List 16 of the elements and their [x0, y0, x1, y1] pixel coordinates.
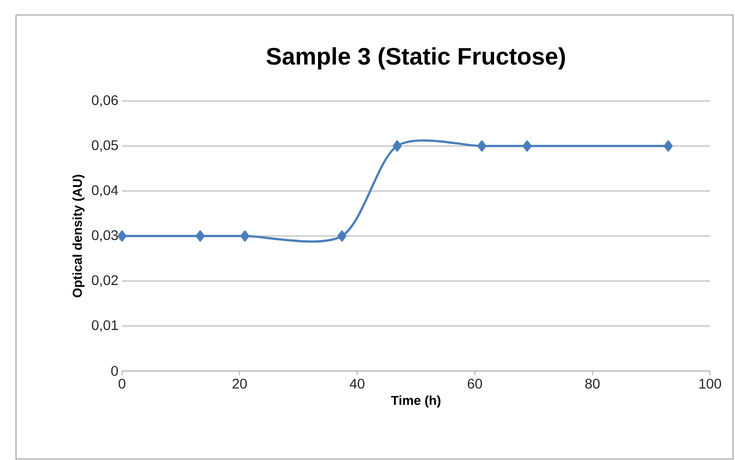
x-tick-label: 80	[585, 378, 600, 389]
x-axis-title: Time (h)	[391, 395, 440, 408]
y-tick-label: 0,05	[92, 140, 118, 152]
y-tick-label: 0	[111, 366, 118, 376]
x-tick-label: 20	[232, 378, 247, 389]
x-tick-label: 100	[699, 378, 722, 389]
y-tick-label: 0,01	[92, 320, 118, 332]
x-tick-label: 0	[118, 378, 126, 389]
y-axis-title: Optical density (AU)	[72, 174, 84, 298]
chart-title: Sample 3 (Static Fructose)	[266, 47, 565, 70]
y-tick-label: 0,02	[92, 275, 118, 287]
y-tick-label: 0,03	[92, 230, 118, 242]
y-tick-label: 0,04	[92, 185, 118, 197]
x-tick-label: 60	[468, 378, 482, 389]
x-tick-label: 40	[350, 378, 364, 389]
y-tick-label: 0,06	[92, 95, 118, 107]
